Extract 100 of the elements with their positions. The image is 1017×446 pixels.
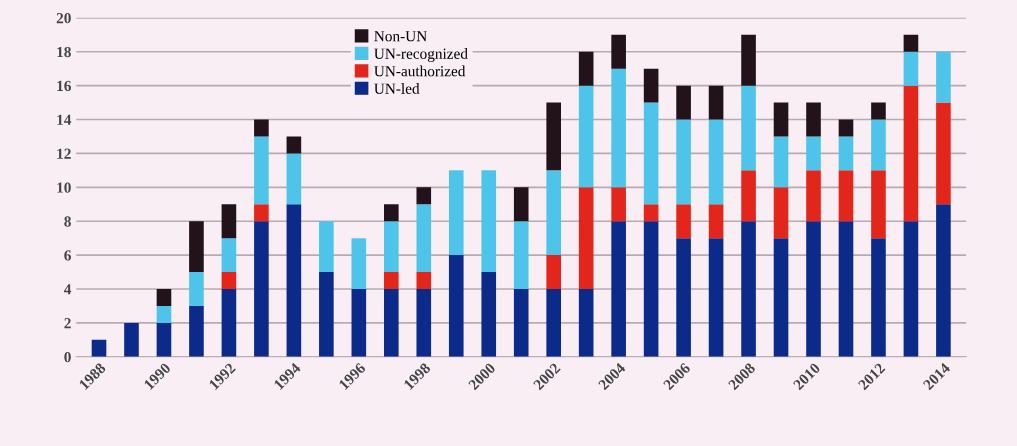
bar: [254, 204, 269, 222]
legend-label: UN-authorized: [374, 65, 466, 77]
bar: [416, 187, 432, 205]
bar: [871, 238, 886, 357]
bar: [741, 34, 756, 86]
bar: [643, 68, 659, 103]
bar: [708, 238, 724, 357]
y-tick-label: 12: [57, 148, 71, 159]
bar: [611, 34, 626, 69]
bar: [221, 238, 237, 273]
bar: [416, 289, 432, 357]
bar: [286, 204, 302, 357]
bar: [513, 289, 529, 357]
bar: [773, 136, 789, 188]
y-tick-label: 20: [56, 12, 71, 24]
bar: [481, 272, 497, 357]
bar: [513, 221, 529, 290]
bar: [838, 136, 854, 171]
bar: [351, 238, 367, 290]
bar: [871, 170, 886, 239]
legend-label: UN-led: [374, 83, 420, 94]
bar: [578, 51, 594, 86]
bar: [643, 102, 659, 205]
bar: [156, 289, 172, 306]
bar: [936, 102, 951, 205]
bar: [806, 136, 821, 171]
bar: [936, 204, 951, 357]
bar: [91, 339, 107, 357]
y-tick-label: 10: [57, 182, 71, 193]
bar: [254, 136, 269, 205]
bar: [448, 170, 464, 256]
bar: [546, 255, 561, 290]
bar: [773, 238, 789, 357]
bar: [676, 238, 691, 357]
y-tick-label: 18: [57, 46, 71, 58]
bar: [903, 221, 919, 357]
bar: [676, 204, 691, 239]
bar: [221, 204, 237, 239]
bar: [546, 102, 561, 171]
bar: [124, 322, 139, 357]
bar: [578, 85, 594, 188]
bar: [481, 170, 497, 273]
bar: [903, 34, 919, 52]
bar: [708, 119, 724, 205]
y-tick-label: 2: [64, 318, 71, 329]
bar: [741, 221, 756, 357]
bar: [611, 221, 626, 357]
bar: [773, 187, 789, 239]
bar: [254, 119, 269, 137]
bar: [221, 289, 237, 357]
bar: [416, 204, 432, 273]
bar: [286, 136, 302, 154]
bar: [838, 170, 854, 222]
bar: [254, 221, 269, 357]
bar: [319, 272, 334, 357]
bar: [384, 204, 399, 222]
y-tick-label: 4: [63, 284, 72, 295]
y-tick-label: 6: [64, 250, 71, 261]
bar: [546, 170, 561, 256]
bar: [384, 272, 399, 290]
bar: [189, 221, 204, 273]
bar: [384, 221, 399, 273]
bar: [351, 289, 367, 357]
bar: [838, 221, 854, 357]
bar: [156, 322, 172, 357]
y-tick-label: 14: [57, 114, 72, 125]
bar: [416, 272, 432, 290]
y-tick-label: 0: [64, 351, 71, 363]
bar: [578, 289, 594, 357]
bar: [806, 170, 821, 222]
bar: [741, 170, 756, 222]
bar: [156, 305, 172, 323]
bar: [448, 255, 464, 357]
bar: [871, 119, 886, 171]
bar: [708, 85, 724, 120]
bar: [611, 68, 626, 188]
bar: [611, 187, 626, 222]
legend-label: Non-UN: [374, 31, 427, 42]
bar: [708, 204, 724, 239]
bar: [221, 272, 237, 290]
bar: [903, 85, 919, 222]
bar: [189, 305, 204, 357]
y-tick-label: 16: [57, 80, 71, 92]
bar: [513, 187, 529, 222]
bar: [643, 204, 659, 222]
bar: [189, 272, 204, 306]
bar: [643, 221, 659, 357]
bar: [319, 221, 334, 273]
bar: [806, 221, 821, 357]
bar: [286, 153, 302, 205]
bar: [773, 102, 789, 137]
y-tick-label: 8: [64, 216, 71, 227]
bar: [578, 187, 594, 290]
bar: [871, 102, 886, 120]
bar: [676, 85, 691, 120]
bar: [936, 51, 951, 103]
bar: [546, 289, 561, 357]
bar: [384, 289, 399, 357]
bar: [741, 85, 756, 171]
bar: [806, 102, 821, 137]
